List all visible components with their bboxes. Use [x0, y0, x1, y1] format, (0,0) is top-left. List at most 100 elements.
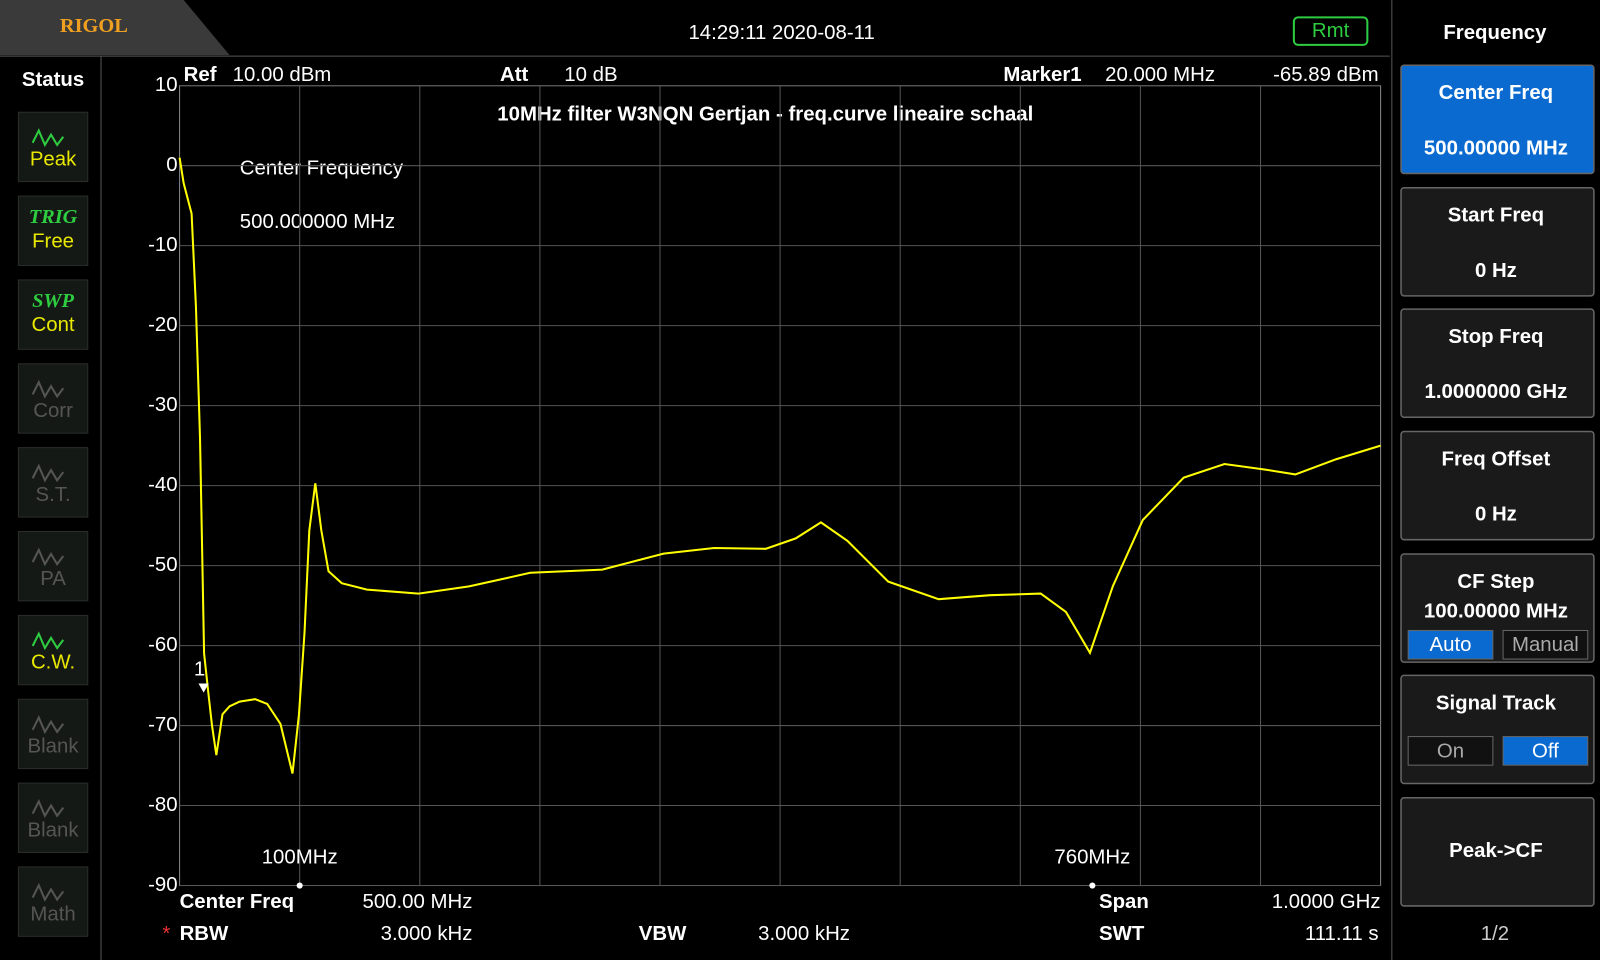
overlay-line2: 500.000000 MHz: [240, 211, 395, 233]
y-tick-label: 10: [155, 74, 178, 96]
status-label: Free: [32, 230, 74, 252]
menu-button[interactable]: [1400, 430, 1595, 541]
trace: [178, 157, 1381, 774]
menu-option[interactable]: [1502, 629, 1589, 660]
menu-value: 100.00000 MHz: [1424, 601, 1568, 623]
status-box: [17, 447, 89, 518]
center-label: Center Freq: [180, 891, 294, 913]
status-box: [17, 279, 89, 350]
marker-level: -65.89 dBm: [1273, 64, 1378, 86]
span-value: 1.0000 GHz: [1272, 891, 1381, 913]
menu-value: 500.00000 MHz: [1424, 137, 1568, 159]
status-label: S.T.: [35, 484, 70, 506]
menu-button[interactable]: [1400, 797, 1595, 907]
status-box: [17, 363, 89, 434]
y-tick-label: -10: [148, 234, 177, 256]
swt-label: SWT: [1099, 923, 1145, 945]
y-tick-label: -60: [148, 634, 177, 656]
status-box: [17, 531, 89, 602]
menu-option-label: Manual: [1512, 634, 1579, 656]
menu-button[interactable]: [1400, 308, 1595, 419]
menu-value: 0 Hz: [1475, 260, 1517, 282]
y-tick-label: -70: [148, 714, 177, 736]
menu-title: Frequency: [1443, 22, 1547, 44]
menu-button[interactable]: [1400, 64, 1595, 175]
status-tag: SWP: [32, 290, 74, 312]
status-box: [17, 866, 89, 937]
datetime: 14:29:11 2020-08-11: [688, 22, 874, 44]
menu-label: Start Freq: [1448, 205, 1544, 227]
status-icon: [31, 547, 65, 567]
remote-box: [1292, 16, 1369, 46]
status-box: [17, 111, 89, 183]
status-box: [17, 698, 89, 770]
status-icon: [31, 631, 65, 651]
annotation: 100MHz: [262, 846, 338, 868]
marker-label: 1: [194, 659, 205, 681]
status-icon: [31, 128, 65, 148]
chart-title: 10MHz filter W3NQN Gertjan - freq.curve …: [497, 104, 1033, 126]
menu-value: 1.0000000 GHz: [1424, 381, 1567, 403]
status-label: Math: [30, 903, 75, 925]
vbw-value: 3.000 kHz: [758, 923, 850, 945]
swt-value: 111.11 s: [1305, 923, 1379, 945]
logo-bg: [0, 0, 230, 56]
menu-label: Signal Track: [1436, 692, 1557, 714]
y-tick-label: -90: [148, 874, 177, 896]
span-label: Span: [1099, 891, 1149, 913]
menu-option[interactable]: [1502, 736, 1589, 766]
menu-page: 1/2: [1481, 923, 1509, 945]
menu-value: 0 Hz: [1475, 504, 1517, 526]
menu-label: CF Step: [1457, 571, 1534, 593]
status-title: Status: [22, 69, 84, 91]
annotation-dot: [1089, 882, 1096, 889]
rbw-value: 3.000 kHz: [381, 923, 473, 945]
logo: RIGOL: [60, 15, 128, 37]
menu-label: Peak->CF: [1449, 840, 1543, 862]
y-tick-label: -20: [148, 314, 177, 336]
marker-name: Marker1: [1003, 64, 1081, 86]
status-label: C.W.: [31, 652, 75, 674]
status-icon: [31, 715, 65, 735]
status-label: Peak: [30, 149, 77, 171]
menu-label: Freq Offset: [1442, 448, 1551, 470]
annotation-dot: [296, 882, 303, 889]
marker-freq: 20.000 MHz: [1105, 64, 1215, 86]
menu-option[interactable]: [1407, 736, 1494, 766]
remote: Rmt: [1312, 20, 1350, 42]
marker: [198, 683, 209, 693]
status-label: Blank: [28, 736, 80, 758]
status-box: [17, 614, 89, 686]
rbw-flag: *: [162, 923, 170, 945]
menu-option-label: On: [1437, 740, 1464, 762]
status-box: [17, 782, 89, 853]
status-icon: [31, 463, 65, 483]
ref-value: 10.00 dBm: [233, 64, 332, 86]
annotation: 760MHz: [1054, 846, 1130, 868]
att-label: Att: [500, 64, 529, 86]
status-label: Blank: [28, 819, 80, 841]
status-icon: [31, 379, 65, 399]
status-tag: TRIG: [29, 206, 78, 228]
overlay-line1: Center Frequency: [240, 158, 404, 180]
menu-option-label: Off: [1532, 740, 1559, 762]
status-label: Cont: [32, 314, 75, 336]
y-tick-label: 0: [166, 154, 177, 176]
ref-label: Ref: [184, 64, 217, 86]
menu-option[interactable]: [1407, 629, 1494, 660]
rbw-label: RBW: [180, 923, 229, 945]
center-value: 500.00 MHz: [362, 891, 472, 913]
y-tick-label: -80: [148, 794, 177, 816]
status-box: [17, 195, 89, 266]
menu-button[interactable]: [1400, 186, 1595, 297]
menu-label: Stop Freq: [1448, 326, 1543, 348]
status-icon: [31, 799, 65, 818]
att-value: 10 dB: [564, 64, 617, 86]
status-label: PA: [40, 568, 66, 590]
menu-option-label: Auto: [1430, 634, 1472, 656]
y-tick-label: -30: [148, 394, 177, 416]
vbw-label: VBW: [639, 923, 687, 945]
